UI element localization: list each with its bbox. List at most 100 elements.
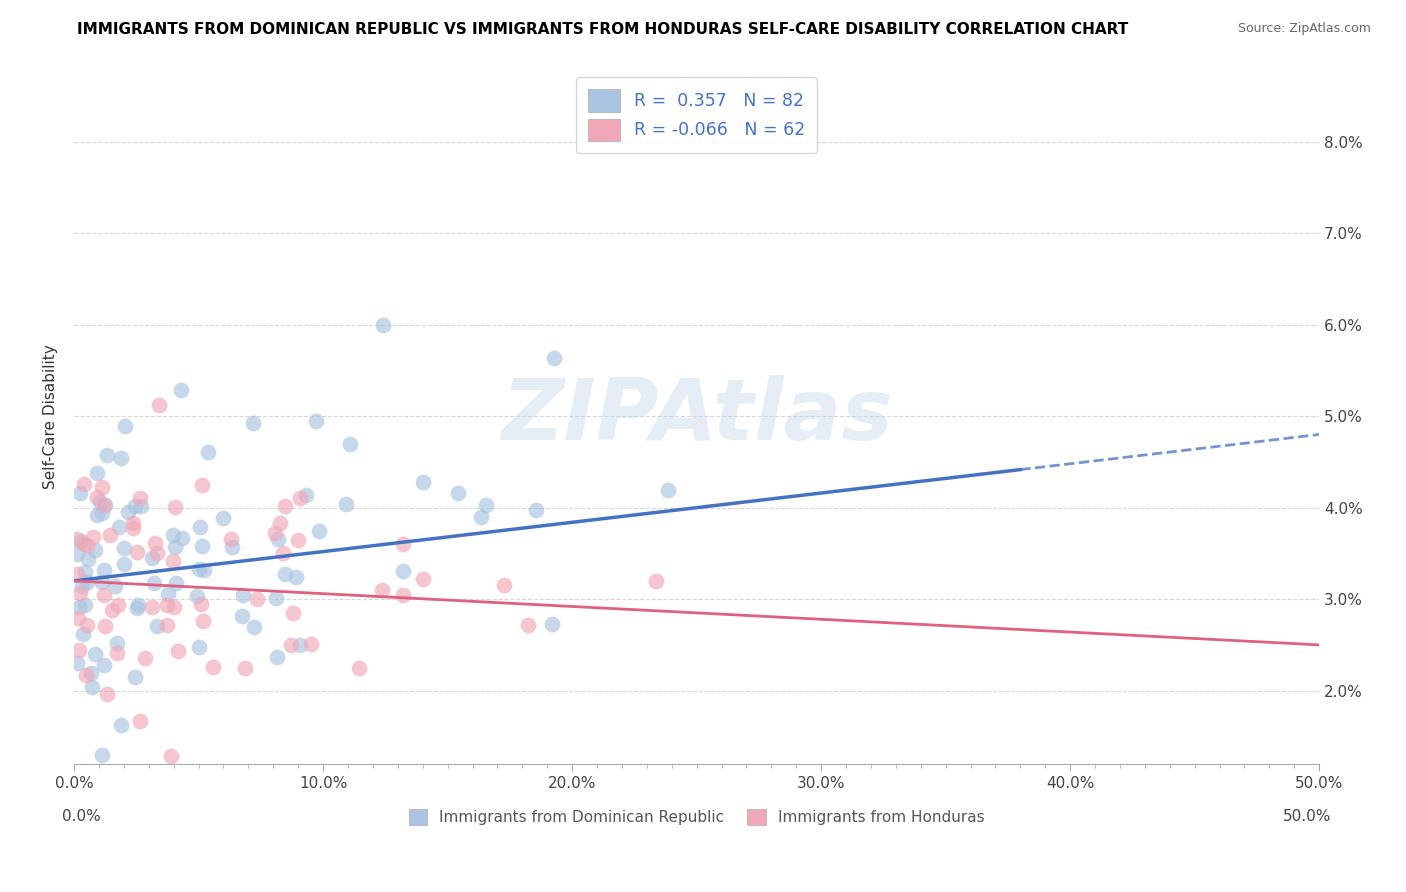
Point [67, 600, 90, 615]
Legend: R =  0.357   N = 82, R = -0.066   N = 62: R = 0.357 N = 82, R = -0.066 N = 62 [576, 78, 817, 153]
Point [266, 649, 288, 664]
Point [73, 598, 96, 612]
Point [308, 524, 330, 538]
Point [134, 650, 156, 665]
Point [73, 537, 96, 551]
Point [141, 600, 163, 615]
Point [172, 532, 194, 546]
Point [156, 598, 179, 612]
Point [475, 498, 498, 512]
Point [274, 499, 297, 513]
Point [148, 398, 170, 412]
Point [163, 599, 186, 614]
Point [412, 475, 434, 489]
Point [65, 567, 87, 582]
Point [243, 620, 266, 634]
Point [264, 591, 287, 605]
Point [90, 747, 112, 762]
Point [91, 574, 114, 589]
Point [371, 318, 394, 332]
Point [412, 572, 434, 586]
Point [246, 591, 269, 606]
Point [163, 500, 186, 514]
Point [108, 520, 131, 534]
Point [128, 491, 150, 505]
Point [131, 500, 153, 514]
Point [76, 538, 98, 552]
Point [107, 598, 129, 612]
Point [76, 618, 98, 632]
Point [72, 579, 94, 593]
Point [142, 575, 165, 590]
Point [543, 351, 565, 365]
Point [197, 445, 219, 459]
Point [69, 486, 91, 500]
Text: ZIPAtlas: ZIPAtlas [501, 375, 893, 458]
Point [80, 680, 103, 694]
Point [392, 588, 415, 602]
Point [117, 505, 139, 519]
Point [187, 562, 209, 576]
Point [112, 541, 135, 556]
Point [392, 537, 415, 551]
Point [221, 540, 243, 554]
Point [294, 487, 316, 501]
Point [93, 498, 115, 512]
Point [162, 554, 184, 568]
Point [122, 521, 145, 535]
Point [80, 666, 103, 681]
Text: 50.0%: 50.0% [1284, 809, 1331, 824]
Point [524, 503, 547, 517]
Point [290, 638, 312, 652]
Point [347, 661, 370, 675]
Point [370, 583, 392, 598]
Point [93, 658, 115, 673]
Point [93, 588, 115, 602]
Point [233, 661, 256, 675]
Text: 0.0%: 0.0% [62, 809, 100, 824]
Point [143, 536, 166, 550]
Point [165, 575, 187, 590]
Point [107, 635, 129, 649]
Point [267, 532, 290, 546]
Point [110, 450, 132, 465]
Point [201, 659, 224, 673]
Point [191, 540, 214, 554]
Point [96, 448, 118, 462]
Point [212, 511, 235, 525]
Point [170, 383, 193, 397]
Point [73, 477, 96, 491]
Text: Source: ZipAtlas.com: Source: ZipAtlas.com [1237, 22, 1371, 36]
Point [188, 519, 211, 533]
Point [94, 619, 117, 633]
Point [105, 647, 128, 661]
Point [193, 563, 215, 577]
Point [65, 657, 87, 671]
Text: IMMIGRANTS FROM DOMINICAN REPUBLIC VS IMMIGRANTS FROM HONDURAS SELF-CARE DISABIL: IMMIGRANTS FROM DOMINICAN REPUBLIC VS IM… [77, 22, 1129, 37]
Point [83, 543, 105, 558]
Point [72, 627, 94, 641]
Point [69, 534, 91, 549]
Point [231, 608, 253, 623]
Point [287, 533, 309, 547]
Y-axis label: Self-Care Disability: Self-Care Disability [44, 343, 58, 489]
Point [167, 644, 190, 658]
Point [110, 717, 132, 731]
Point [191, 478, 214, 492]
Point [86, 490, 108, 504]
Point [82, 530, 104, 544]
Point [290, 491, 312, 506]
Point [219, 532, 242, 546]
Point [156, 587, 179, 601]
Point [392, 564, 415, 578]
Point [299, 637, 322, 651]
Point [541, 617, 564, 632]
Point [112, 558, 135, 572]
Point [492, 578, 515, 592]
Point [114, 418, 136, 433]
Point [517, 618, 540, 632]
Point [305, 414, 328, 428]
Point [86, 508, 108, 522]
Point [124, 499, 146, 513]
Point [232, 587, 254, 601]
